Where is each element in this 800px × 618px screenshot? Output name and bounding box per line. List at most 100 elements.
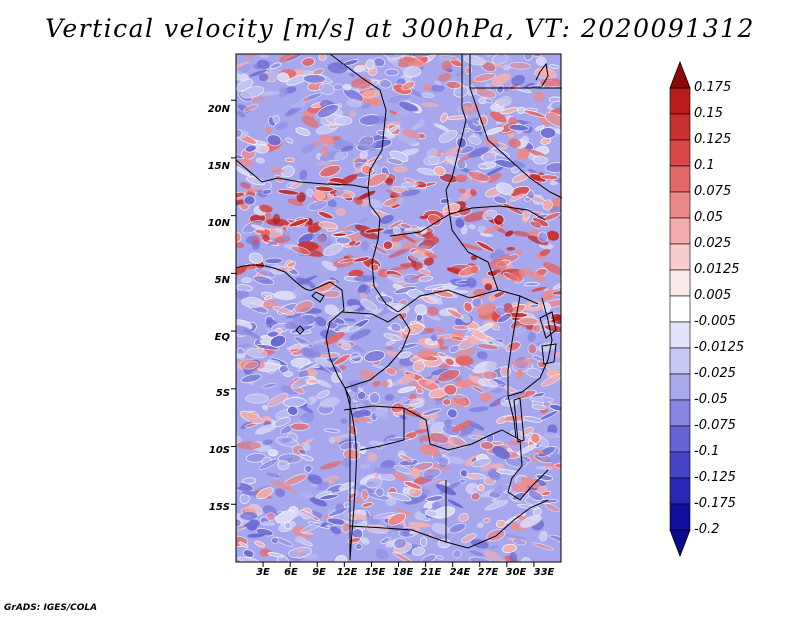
velocity-patch: [503, 303, 514, 314]
velocity-patch: [300, 521, 323, 534]
velocity-patch: [306, 378, 319, 384]
velocity-patch: [549, 180, 559, 186]
velocity-patch: [298, 448, 307, 455]
velocity-patch: [502, 64, 511, 71]
lon-tick-label: 30E: [505, 567, 527, 578]
velocity-patch: [265, 512, 276, 522]
velocity-patch: [477, 303, 496, 316]
velocity-patch: [261, 188, 273, 195]
velocity-patch: [445, 80, 462, 90]
velocity-patch: [551, 313, 561, 323]
velocity-patch: [241, 297, 264, 308]
velocity-patch: [440, 112, 448, 123]
velocity-patch: [543, 432, 561, 439]
velocity-patch: [305, 396, 317, 405]
velocity-patch: [458, 513, 469, 522]
velocity-patch: [375, 487, 385, 497]
velocity-patch: [493, 195, 507, 205]
velocity-patch: [468, 406, 489, 413]
velocity-patch: [509, 193, 526, 202]
velocity-patch: [438, 129, 458, 143]
velocity-patch: [471, 457, 491, 468]
velocity-patch: [262, 439, 273, 446]
velocity-patch: [454, 70, 468, 76]
velocity-patch: [408, 253, 430, 264]
velocity-patch: [396, 509, 414, 517]
velocity-patch: [316, 123, 338, 135]
velocity-patch: [303, 97, 311, 102]
map-title: Vertical velocity [m/s] at 300hPa, VT: 2…: [45, 14, 755, 43]
velocity-patch: [385, 54, 396, 58]
velocity-patch: [359, 463, 371, 470]
velocity-patch: [275, 122, 288, 130]
velocity-patch: [535, 125, 545, 131]
velocity-patch: [390, 322, 402, 333]
velocity-patch: [447, 395, 469, 399]
country-borders: [235, 53, 563, 561]
velocity-patch: [425, 376, 438, 386]
velocity-patch: [392, 471, 409, 482]
velocity-patch: [433, 166, 446, 177]
velocity-patch: [256, 344, 280, 351]
velocity-patch: [393, 537, 407, 549]
velocity-patch: [460, 533, 477, 543]
velocity-patch: [456, 158, 467, 170]
velocity-patch: [516, 250, 523, 256]
velocity-patch: [274, 488, 286, 498]
velocity-patch: [402, 528, 410, 537]
velocity-patch: [242, 549, 255, 558]
velocity-patch: [295, 127, 311, 136]
velocity-patch: [258, 458, 279, 470]
velocity-patch: [301, 143, 316, 154]
velocity-patch: [318, 54, 327, 61]
velocity-patch: [511, 74, 526, 86]
velocity-patch: [334, 188, 344, 196]
velocity-patch: [530, 432, 541, 444]
colorbar-swatch: [669, 113, 691, 141]
velocity-patch: [463, 301, 473, 313]
velocity-patch: [357, 284, 368, 293]
velocity-patch: [511, 172, 530, 183]
velocity-patch: [385, 340, 396, 346]
velocity-patch: [350, 384, 359, 393]
velocity-patch: [247, 533, 266, 538]
velocity-patch: [458, 188, 466, 194]
velocity-patch: [501, 543, 517, 553]
velocity-patch: [318, 221, 338, 230]
velocity-patch: [369, 263, 380, 272]
velocity-patch: [304, 464, 313, 473]
velocity-patch: [349, 513, 369, 520]
colorbar-swatch: [669, 139, 691, 167]
velocity-patch: [376, 295, 394, 304]
velocity-patch: [253, 275, 275, 286]
velocity-patch: [414, 304, 428, 316]
velocity-patch: [512, 160, 526, 168]
velocity-patch: [294, 300, 314, 314]
velocity-patch: [236, 61, 250, 70]
velocity-patch: [421, 92, 435, 98]
velocity-patch: [236, 481, 254, 492]
velocity-patch: [366, 173, 388, 187]
velocity-patch: [533, 91, 545, 102]
velocity-patch: [348, 73, 355, 78]
velocity-patch: [309, 497, 327, 507]
velocity-patch: [551, 290, 561, 296]
velocity-patch: [364, 308, 384, 318]
velocity-patch: [385, 350, 402, 358]
velocity-patch: [337, 338, 352, 348]
velocity-patch: [353, 64, 366, 73]
velocity-patch: [418, 275, 434, 282]
velocity-patch: [408, 67, 418, 75]
velocity-patch: [241, 277, 253, 283]
velocity-patch: [333, 151, 345, 161]
velocity-patch: [427, 295, 443, 305]
velocity-patch: [335, 503, 345, 514]
velocity-patch: [340, 418, 348, 424]
velocity-patch: [261, 521, 276, 526]
velocity-patch: [518, 267, 531, 276]
velocity-patch: [479, 232, 494, 237]
velocity-patch: [527, 270, 546, 282]
velocity-patch: [324, 332, 345, 345]
velocity-patch: [547, 424, 558, 435]
velocity-patch: [537, 446, 556, 458]
